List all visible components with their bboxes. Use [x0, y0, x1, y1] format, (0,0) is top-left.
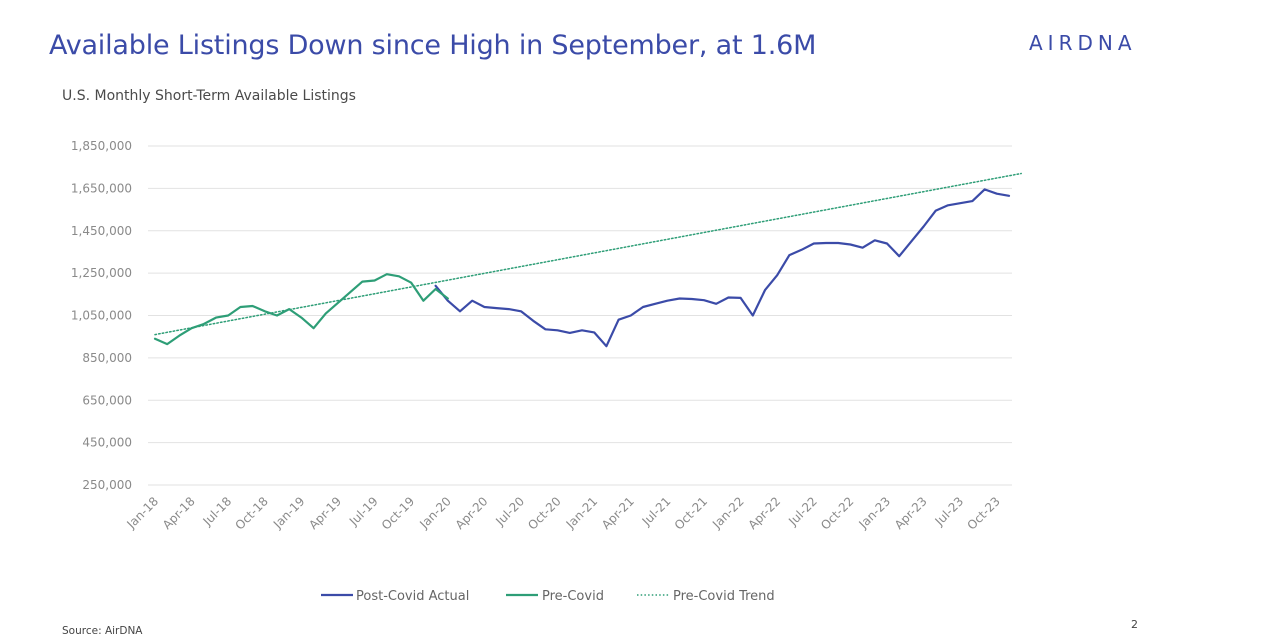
- x-tick-label: Apr-23: [892, 494, 930, 532]
- x-tick-label: Oct-21: [672, 494, 710, 532]
- x-tick-label: Oct-23: [964, 494, 1002, 532]
- x-tick-label: Jan-20: [416, 494, 454, 532]
- y-tick-label: 1,850,000: [71, 139, 132, 153]
- y-tick-label: 1,450,000: [71, 224, 132, 238]
- y-tick-label: 450,000: [82, 436, 132, 450]
- x-tick-label: Jul-22: [785, 494, 820, 529]
- airdna-logo: AIRDNA: [1029, 31, 1137, 55]
- source-note: Source: AirDNA: [62, 625, 143, 637]
- x-tick-label: Jan-19: [270, 494, 308, 532]
- y-tick-label: 1,650,000: [71, 181, 132, 195]
- y-tick-label: 1,050,000: [71, 309, 132, 323]
- x-tick-label: Jan-22: [709, 494, 747, 532]
- x-tick-label: Oct-22: [818, 494, 856, 532]
- pre-covid-line: [153, 273, 449, 346]
- x-tick-label: Jan-18: [124, 494, 162, 532]
- legend-label: Pre-Covid: [542, 589, 604, 604]
- x-tick-label: Jan-23: [856, 494, 894, 532]
- chart-subtitle: U.S. Monthly Short-Term Available Listin…: [62, 88, 356, 104]
- chart-legend: Post-Covid Actual Pre-Covid Pre-Covid Tren…: [321, 589, 775, 604]
- x-tick-label: Apr-18: [160, 494, 198, 532]
- x-tick-label: Jul-23: [932, 494, 967, 529]
- post-covid-actual-line: [434, 188, 1011, 348]
- legend-label: Pre-Covid Trend: [673, 589, 775, 604]
- legend-label: Post-Covid Actual: [356, 589, 469, 604]
- x-tick-label: Oct-20: [525, 494, 563, 532]
- page-number: 2: [1131, 618, 1138, 631]
- series-lines: [153, 172, 1022, 348]
- page-title: Available Listings Down since High in Se…: [49, 30, 817, 61]
- pre-covid-trend-line: [154, 172, 1022, 336]
- x-tick-label: Jul-18: [200, 494, 235, 529]
- x-tick-label: Apr-22: [745, 494, 783, 532]
- y-axis-ticks: 250,000 450,000 650,000 850,000 1,050,000 1,2…: [71, 139, 132, 492]
- x-tick-label: Apr-21: [599, 494, 637, 532]
- x-tick-label: Oct-19: [379, 494, 417, 532]
- x-tick-label: Oct-18: [232, 494, 270, 532]
- x-tick-label: Jan-21: [563, 494, 601, 532]
- y-tick-label: 250,000: [82, 478, 132, 492]
- x-tick-label: Jul-20: [492, 494, 527, 529]
- x-tick-label: Jul-19: [346, 494, 381, 529]
- y-tick-label: 1,250,000: [71, 266, 132, 280]
- y-tick-label: 650,000: [82, 393, 132, 407]
- gridlines: [148, 145, 1012, 486]
- x-tick-label: Jul-21: [639, 494, 674, 529]
- y-tick-label: 850,000: [82, 351, 132, 365]
- x-tick-label: Apr-19: [306, 494, 344, 532]
- x-tick-label: Apr-20: [453, 494, 491, 532]
